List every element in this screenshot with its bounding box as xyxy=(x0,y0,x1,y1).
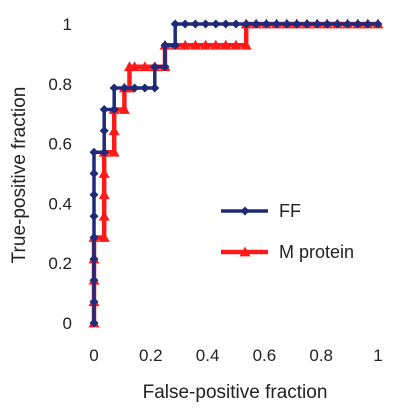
data-point xyxy=(89,211,99,221)
data-point xyxy=(98,210,110,221)
data-point xyxy=(89,318,99,328)
x-tick-label: 0.2 xyxy=(139,346,163,365)
legend-label: FF xyxy=(279,201,301,221)
data-point xyxy=(119,83,129,93)
data-point xyxy=(373,19,383,29)
data-point xyxy=(210,39,222,50)
x-tick-label: 1 xyxy=(373,346,382,365)
legend-label: M protein xyxy=(279,242,354,262)
data-point xyxy=(272,19,282,29)
x-tick-label: 0 xyxy=(89,346,98,365)
y-tick-label: 0.2 xyxy=(48,254,72,273)
y-axis-title: True-positive fraction xyxy=(9,87,30,264)
data-point xyxy=(109,83,119,93)
y-tick-label: 1 xyxy=(63,15,72,34)
data-point xyxy=(363,19,373,29)
data-point xyxy=(261,19,271,29)
data-point xyxy=(108,125,120,136)
data-point xyxy=(99,147,109,157)
x-tick-label: 0.6 xyxy=(253,346,277,365)
data-point xyxy=(160,40,170,50)
data-point xyxy=(170,40,180,50)
data-point xyxy=(89,275,99,285)
x-axis-title: False-positive fraction xyxy=(143,382,328,403)
data-point xyxy=(118,104,130,114)
data-point xyxy=(89,190,99,200)
data-point xyxy=(98,189,110,200)
data-point xyxy=(89,169,99,178)
data-point xyxy=(211,19,221,29)
data-point xyxy=(343,19,353,29)
data-point xyxy=(150,62,160,72)
legend-item: FF xyxy=(221,201,301,221)
y-tick-label: 0 xyxy=(63,314,72,333)
data-point xyxy=(241,19,251,29)
data-point xyxy=(200,39,212,50)
data-point xyxy=(201,19,211,29)
data-point xyxy=(99,126,109,136)
data-point xyxy=(129,61,141,72)
data-point xyxy=(180,19,190,29)
x-tick-label: 0.8 xyxy=(309,346,333,365)
data-point xyxy=(179,39,191,50)
series-ff xyxy=(89,19,383,328)
data-point xyxy=(240,39,252,50)
ticks-layer: 0 0.2 0.4 0.6 0.8 1 0 0.2 0.4 0.6 0.8 1 xyxy=(48,15,382,365)
data-point xyxy=(322,19,332,29)
legend-marker xyxy=(240,206,250,216)
data-point xyxy=(99,105,109,115)
data-point xyxy=(89,254,99,264)
y-tick-label: 0.8 xyxy=(48,75,72,94)
data-point xyxy=(139,61,151,72)
data-point xyxy=(150,83,160,93)
data-point xyxy=(89,147,99,157)
data-point xyxy=(353,19,363,29)
data-point xyxy=(108,146,120,157)
data-point xyxy=(220,39,232,50)
data-point xyxy=(231,19,241,29)
data-point xyxy=(89,232,99,242)
y-tick-label: 0.4 xyxy=(48,194,72,213)
legend: FF M protein xyxy=(221,201,354,262)
data-point xyxy=(160,62,170,72)
data-point xyxy=(109,105,119,115)
legend-marker xyxy=(239,246,251,257)
data-point xyxy=(98,168,110,178)
y-tick-label: 0.6 xyxy=(48,135,72,154)
series-m-protein xyxy=(88,18,384,328)
data-point xyxy=(98,231,110,242)
data-point xyxy=(130,83,140,93)
x-tick-label: 0.4 xyxy=(196,346,220,365)
data-point xyxy=(170,19,180,29)
data-point xyxy=(251,19,261,29)
data-point xyxy=(89,297,99,307)
legend-item: M protein xyxy=(221,242,354,262)
data-point xyxy=(189,39,201,50)
series-layer xyxy=(88,18,384,328)
data-point xyxy=(221,19,231,29)
data-point xyxy=(140,83,150,93)
data-point xyxy=(332,19,342,29)
data-point xyxy=(230,39,242,50)
data-point xyxy=(312,19,322,29)
data-point xyxy=(190,19,200,29)
data-point xyxy=(302,19,312,29)
data-point xyxy=(292,19,302,29)
data-point xyxy=(282,19,292,29)
